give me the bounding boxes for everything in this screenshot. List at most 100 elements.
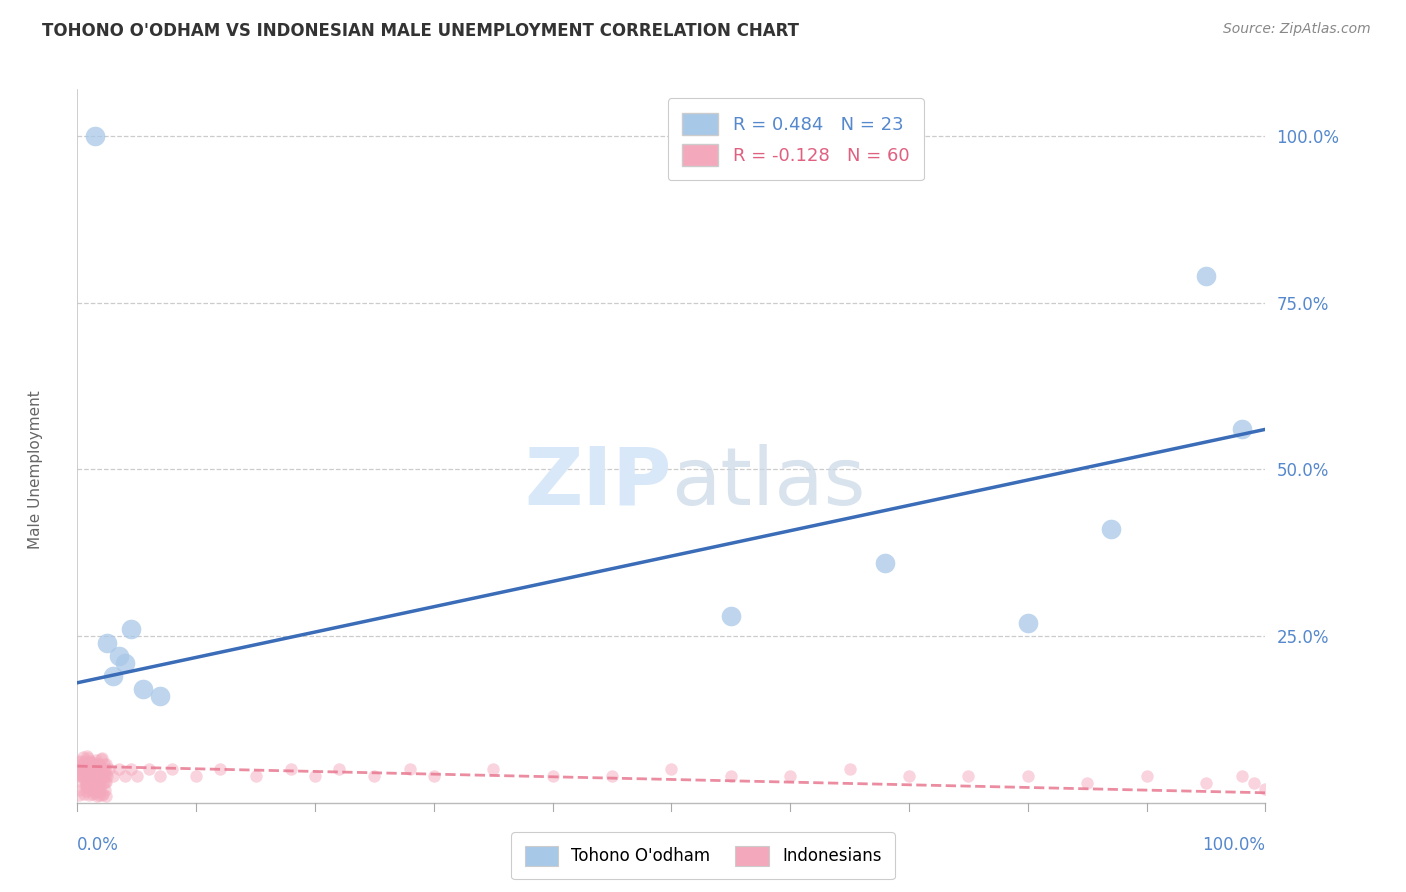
Point bbox=[1254, 782, 1277, 797]
Point bbox=[84, 763, 107, 777]
Point bbox=[82, 763, 104, 777]
Point bbox=[94, 774, 117, 789]
Point bbox=[120, 623, 142, 637]
Point bbox=[77, 767, 100, 781]
Point bbox=[79, 769, 101, 783]
Point bbox=[93, 776, 115, 790]
Point bbox=[70, 765, 93, 780]
Point bbox=[70, 768, 93, 782]
Point bbox=[91, 788, 114, 802]
Point bbox=[77, 757, 100, 772]
Point bbox=[73, 788, 96, 802]
Point bbox=[541, 769, 564, 783]
Point bbox=[96, 757, 118, 772]
Point bbox=[77, 756, 100, 770]
Point bbox=[1076, 776, 1098, 790]
Point bbox=[80, 772, 103, 787]
Point bbox=[67, 763, 90, 777]
Point bbox=[84, 786, 107, 800]
Point bbox=[89, 772, 111, 787]
Point bbox=[86, 782, 108, 797]
Point bbox=[89, 784, 111, 798]
Point bbox=[96, 769, 118, 783]
Point bbox=[87, 758, 110, 772]
Point bbox=[75, 754, 97, 768]
Point bbox=[1099, 522, 1122, 536]
Point bbox=[101, 669, 124, 683]
Point bbox=[245, 769, 267, 783]
Point bbox=[114, 656, 136, 670]
Point bbox=[84, 756, 107, 771]
Point bbox=[98, 763, 121, 777]
Point bbox=[76, 778, 98, 792]
Point bbox=[76, 749, 98, 764]
Point bbox=[76, 761, 98, 775]
Point bbox=[720, 609, 742, 624]
Text: 100.0%: 100.0% bbox=[1202, 836, 1265, 855]
Point bbox=[80, 780, 103, 794]
Point bbox=[80, 776, 103, 790]
Point bbox=[70, 769, 93, 783]
Point bbox=[84, 753, 107, 767]
Point bbox=[83, 763, 105, 777]
Point bbox=[69, 756, 91, 770]
Text: atlas: atlas bbox=[672, 443, 866, 522]
Point bbox=[79, 768, 101, 782]
Point bbox=[875, 556, 897, 570]
Point bbox=[208, 763, 231, 777]
Point bbox=[89, 783, 111, 797]
Point bbox=[86, 782, 108, 797]
Point bbox=[898, 769, 921, 783]
Legend: R = 0.484   N = 23, R = -0.128   N = 60: R = 0.484 N = 23, R = -0.128 N = 60 bbox=[668, 98, 924, 180]
Point bbox=[131, 682, 153, 697]
Point bbox=[482, 763, 505, 777]
Point bbox=[328, 763, 350, 777]
Point bbox=[779, 769, 801, 783]
Point bbox=[87, 788, 110, 802]
Point bbox=[86, 789, 108, 803]
Point bbox=[86, 757, 108, 772]
Point bbox=[80, 764, 103, 779]
Point bbox=[89, 778, 111, 792]
Point bbox=[94, 767, 117, 781]
Point bbox=[149, 769, 172, 783]
Point bbox=[77, 763, 100, 777]
Point bbox=[423, 769, 446, 783]
Legend: Tohono O'odham, Indonesians: Tohono O'odham, Indonesians bbox=[512, 832, 894, 880]
Point bbox=[600, 769, 623, 783]
Point bbox=[76, 780, 98, 794]
Point bbox=[1243, 776, 1265, 790]
Point bbox=[79, 771, 101, 785]
Point bbox=[90, 751, 112, 765]
Point bbox=[661, 763, 683, 777]
Point bbox=[91, 769, 114, 783]
Point bbox=[114, 769, 136, 783]
Point bbox=[75, 778, 97, 792]
Point bbox=[1195, 776, 1218, 790]
Point bbox=[84, 128, 107, 143]
Point bbox=[73, 763, 96, 777]
Point bbox=[87, 782, 110, 797]
Point bbox=[86, 769, 108, 783]
Point bbox=[75, 780, 97, 794]
Point bbox=[69, 758, 91, 772]
Point bbox=[1230, 422, 1253, 436]
Point bbox=[80, 772, 103, 786]
Point bbox=[80, 760, 103, 774]
Point bbox=[79, 782, 101, 797]
Text: Source: ZipAtlas.com: Source: ZipAtlas.com bbox=[1223, 22, 1371, 37]
Point bbox=[89, 758, 111, 772]
Point bbox=[93, 765, 115, 780]
Point bbox=[82, 762, 104, 776]
Point bbox=[149, 689, 172, 703]
Point bbox=[108, 649, 131, 664]
Point bbox=[87, 763, 110, 777]
Point bbox=[77, 788, 100, 802]
Point bbox=[1136, 769, 1159, 783]
Point bbox=[83, 769, 105, 783]
Point bbox=[80, 787, 103, 801]
Point bbox=[304, 769, 326, 783]
Point bbox=[94, 789, 117, 803]
Point bbox=[76, 769, 98, 783]
Point bbox=[67, 754, 90, 768]
